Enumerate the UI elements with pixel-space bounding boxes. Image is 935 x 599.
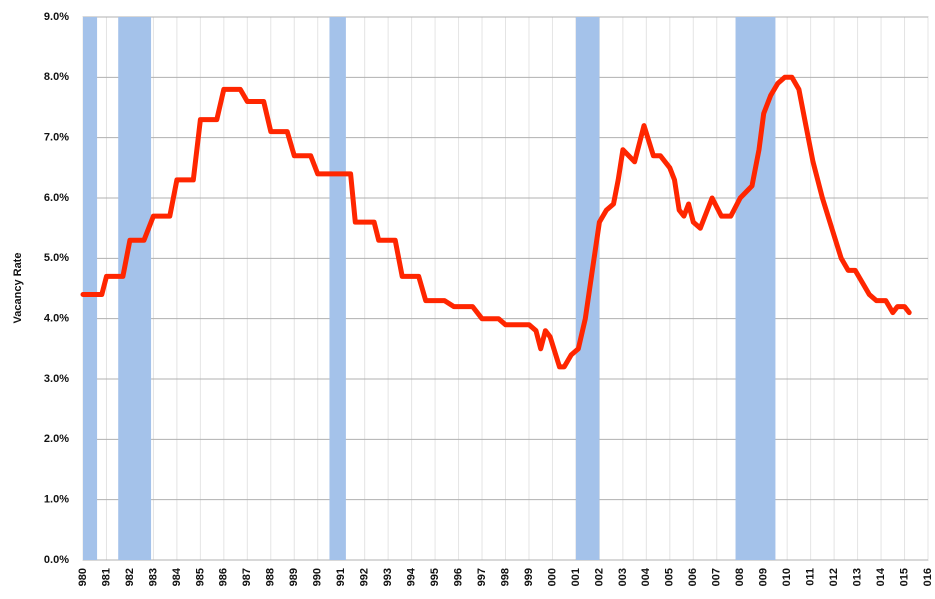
x-tick-label: 000 [546, 568, 558, 586]
x-tick-label: 008 [734, 568, 746, 586]
y-tick-label: 2.0% [44, 433, 69, 445]
recession-band [118, 17, 152, 560]
x-tick-label: 009 [758, 568, 770, 586]
x-tick-label: 981 [100, 568, 112, 586]
x-tick-label: 001 [570, 568, 582, 586]
x-tick-label: 998 [499, 568, 511, 586]
x-tick-label: 010 [781, 568, 793, 586]
x-tick-label: 986 [218, 568, 230, 586]
y-tick-label: 8.0% [44, 71, 69, 83]
x-tick-label: 984 [171, 567, 183, 586]
x-tick-label: 996 [452, 568, 464, 586]
x-tick-label: 004 [640, 567, 652, 586]
y-tick-label: 1.0% [44, 494, 69, 506]
y-tick-label: 3.0% [44, 373, 69, 385]
x-tick-label: 002 [593, 568, 605, 586]
x-tick-label: 016 [922, 568, 934, 586]
line-series [80, 74, 912, 370]
x-tick-label: 995 [429, 568, 441, 586]
x-tick-label: 014 [875, 567, 887, 586]
x-tick-label: 980 [77, 568, 89, 586]
x-tick-label: 989 [288, 568, 300, 586]
x-tick-label: 982 [124, 568, 136, 586]
x-tick-label: 012 [828, 568, 840, 586]
x-tick-label: 005 [664, 568, 676, 586]
x-tick-label: 006 [687, 568, 699, 586]
x-tick-label: 990 [312, 568, 324, 586]
x-tick-label: 983 [147, 568, 159, 586]
x-tick-label: 013 [851, 568, 863, 586]
x-tick-label: 993 [382, 568, 394, 586]
x-tick-label: 991 [335, 568, 347, 586]
x-tick-label: 992 [359, 568, 371, 586]
x-tick-label: 007 [711, 568, 723, 586]
x-tick-label: 987 [241, 568, 253, 586]
y-tick-label: 0.0% [44, 554, 69, 566]
x-tick-label: 997 [476, 568, 488, 586]
recession-band [83, 17, 98, 560]
x-tick-label: 015 [898, 568, 910, 586]
x-tick-label: 999 [523, 568, 535, 586]
y-tick-label: 4.0% [44, 313, 69, 325]
x-tick-label: 003 [617, 568, 629, 586]
y-tick-label: 5.0% [44, 252, 69, 264]
y-tick-label: 6.0% [44, 192, 69, 204]
y-tick-label: 9.0% [44, 11, 69, 23]
recession-band [329, 17, 346, 560]
recession-band [735, 17, 776, 560]
y-tick-label: 7.0% [44, 132, 69, 144]
x-tick-label: 994 [406, 567, 418, 586]
x-tick-label: 011 [805, 568, 817, 586]
y-axis-title: Vacancy Rate [12, 253, 24, 324]
x-tick-label: 988 [265, 568, 277, 586]
x-tick-label: 985 [194, 568, 206, 586]
